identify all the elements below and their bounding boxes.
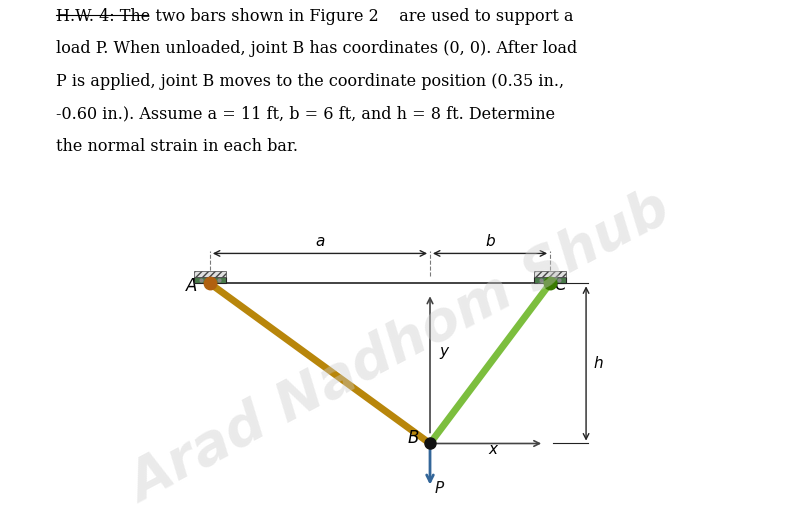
Text: $a$: $a$ [314,234,325,249]
Bar [194,277,226,283]
Text: P is applied, joint B moves to the coordinate position (0.35 in.,: P is applied, joint B moves to the coord… [56,73,564,90]
Text: $h$: $h$ [593,355,604,372]
Bar [534,271,566,277]
Text: $C$: $C$ [554,277,568,294]
Text: $B$: $B$ [407,430,419,447]
Text: Arad Nadhom Shub: Arad Nadhom Shub [121,183,679,514]
Text: $y$: $y$ [439,345,450,362]
Text: the normal strain in each bar.: the normal strain in each bar. [56,138,298,155]
Text: $x$: $x$ [488,442,500,457]
Text: $P$: $P$ [434,479,445,496]
Bar [194,271,226,277]
Text: $A$: $A$ [186,277,198,296]
Text: load P. When unloaded, joint B has coordinates (0, 0). After load: load P. When unloaded, joint B has coord… [56,40,578,57]
Text: $b$: $b$ [485,233,495,249]
Text: H.W. 4: The two bars shown in Figure 2    are used to support a: H.W. 4: The two bars shown in Figure 2 a… [56,8,574,25]
Text: -0.60 in.). Assume a = 11 ft, b = 6 ft, and h = 8 ft. Determine: -0.60 in.). Assume a = 11 ft, b = 6 ft, … [56,105,555,122]
Bar [534,277,566,283]
